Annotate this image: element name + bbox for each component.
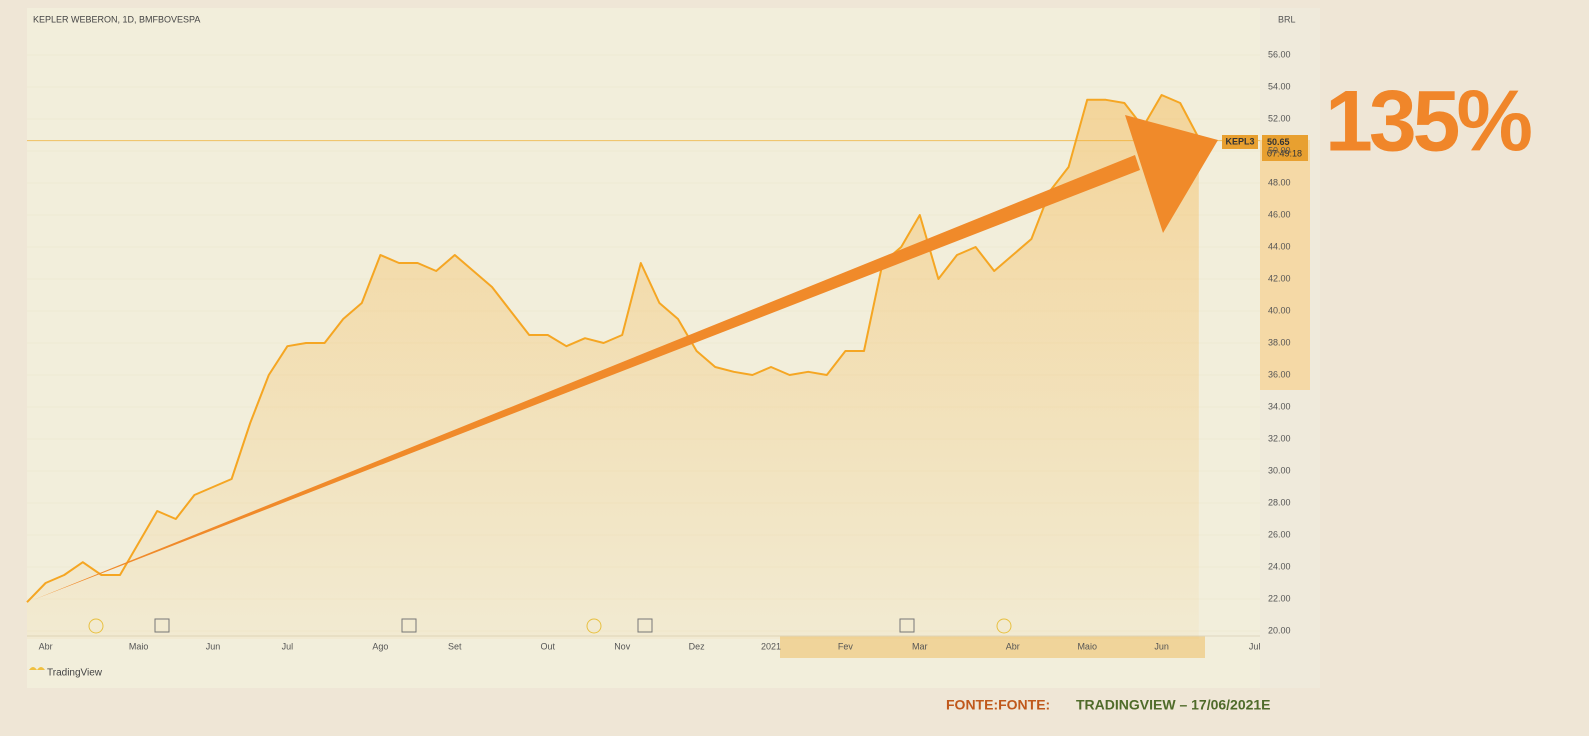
y-tick-label: 56.00	[1268, 49, 1291, 59]
x-tick-label: Maio	[129, 641, 149, 651]
x-tick-label: Out	[541, 641, 556, 651]
brand-icon	[29, 667, 45, 670]
y-tick-label: 52.00	[1268, 113, 1291, 123]
x-tick-label: Jul	[282, 641, 294, 651]
x-tick-label: Jun	[1154, 641, 1169, 651]
x-tick-label: Dez	[689, 641, 706, 651]
brand: TradingView	[47, 668, 103, 679]
trend-arrow	[33, 115, 1218, 600]
y-tick-label: 32.00	[1268, 433, 1291, 443]
y-tick-label: 50.00	[1268, 145, 1291, 155]
y-tick-label: 22.00	[1268, 593, 1291, 603]
y-tick-label: 54.00	[1268, 81, 1291, 91]
event-icon	[586, 618, 602, 634]
chart-title: KEPLER WEBERON, 1D, BMFBOVESPA	[33, 14, 200, 24]
x-tick-label: Maio	[1077, 641, 1097, 651]
source-prefix: FONTE:FONTE:	[946, 697, 1050, 713]
event-icons	[88, 618, 1012, 634]
x-tick-label: Ago	[372, 641, 388, 651]
x-tick-label: Abr	[39, 641, 53, 651]
y-tick-label: 36.00	[1268, 369, 1291, 379]
arrow-shaft	[33, 155, 1140, 600]
y-tick-label: 44.00	[1268, 241, 1291, 251]
last-time: 07:49:18	[1267, 148, 1302, 158]
last-price: 50.65	[1267, 137, 1290, 147]
price-range	[1260, 140, 1310, 390]
arrow-head	[1125, 115, 1218, 233]
symbol: KEPL3	[1225, 136, 1254, 146]
x-tick-label: 2021	[761, 641, 781, 651]
event-icon	[401, 618, 417, 633]
headline: 135%	[1325, 74, 1531, 170]
y-tick-label: 48.00	[1268, 177, 1291, 187]
x-tick-label: Mar	[912, 641, 928, 651]
event-icon	[637, 618, 653, 633]
y-tick-label: 28.00	[1268, 497, 1291, 507]
event-icon	[996, 618, 1012, 634]
price-line	[26, 94, 1200, 603]
y-tick-label: 46.00	[1268, 209, 1291, 219]
x-tick-label: Jul	[1249, 641, 1261, 651]
currency: BRL	[1278, 14, 1296, 24]
x-tick-label: Fev	[838, 641, 854, 651]
y-tick-label: 30.00	[1268, 465, 1291, 475]
x-tick-label: Abr	[1006, 641, 1020, 651]
x-tick-label: Set	[448, 641, 462, 651]
y-tick-label: 42.00	[1268, 273, 1291, 283]
event-icon	[88, 618, 104, 634]
y-tick-label: 40.00	[1268, 305, 1291, 315]
x-tick-label: Jun	[206, 641, 221, 651]
y-tick-label: 34.00	[1268, 401, 1291, 411]
event-icon	[154, 618, 170, 633]
range-highlight	[780, 636, 1205, 658]
symbol-badge	[1222, 135, 1258, 149]
y-tick-label: 24.00	[1268, 561, 1291, 571]
source: TRADINGVIEW – 17/06/2021E	[1076, 697, 1271, 713]
y-tick-label: 38.00	[1268, 337, 1291, 347]
event-icon	[899, 618, 915, 633]
x-tick-label: Nov	[614, 641, 631, 651]
y-tick-label: 26.00	[1268, 529, 1291, 539]
y-tick-label: 20.00	[1268, 625, 1291, 635]
price-badge	[1262, 135, 1308, 161]
